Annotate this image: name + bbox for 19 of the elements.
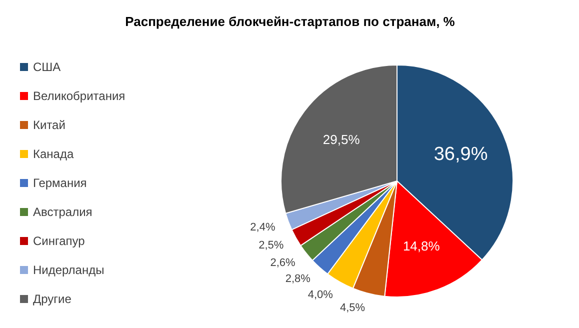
data-label: 36,9%: [434, 144, 488, 165]
legend-label: Германия: [33, 176, 87, 190]
legend-label: Канада: [33, 147, 74, 162]
legend-label: Австралия: [33, 205, 92, 220]
data-label: 2,6%: [270, 256, 296, 269]
legend-label: Китай: [33, 118, 66, 132]
legend-label: Другие: [33, 292, 72, 306]
legend-label: США: [33, 60, 61, 74]
data-label: 4,0%: [308, 288, 334, 301]
data-label: 29,5%: [322, 132, 360, 147]
data-label: 2,8%: [285, 272, 311, 285]
data-label: 14,8%: [402, 238, 440, 254]
data-label: 2,5%: [258, 240, 284, 252]
legend-label: Сингапур: [33, 234, 86, 248]
chart-title: Распределение блокчейн-стартапов по странам, %: [125, 14, 456, 29]
legend-label: Нидерланды: [33, 263, 104, 278]
data-label: 2,4%: [250, 221, 276, 234]
legend-label: Великобритания: [33, 89, 126, 104]
data-label: 4,5%: [340, 302, 366, 314]
